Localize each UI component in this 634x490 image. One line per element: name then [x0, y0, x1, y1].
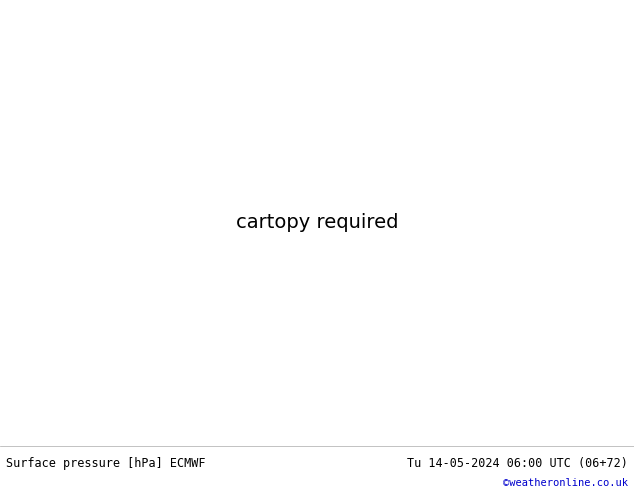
- Text: ©weatheronline.co.uk: ©weatheronline.co.uk: [503, 478, 628, 489]
- Text: cartopy required: cartopy required: [236, 214, 398, 232]
- Text: Surface pressure [hPa] ECMWF: Surface pressure [hPa] ECMWF: [6, 457, 206, 470]
- Text: Tu 14-05-2024 06:00 UTC (06+72): Tu 14-05-2024 06:00 UTC (06+72): [407, 457, 628, 470]
